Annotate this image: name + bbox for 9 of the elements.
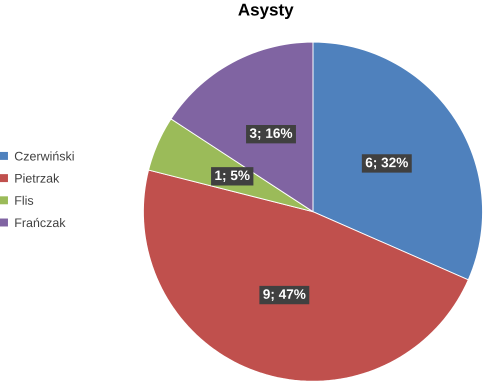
data-label: 1; 5% [215,170,250,182]
legend-label: Frańczak [15,218,66,228]
data-label: 3; 16% [250,128,292,140]
data-label: 9; 47% [263,289,306,302]
legend-label: Flis [15,196,34,206]
legend-label: Czerwiński [14,151,74,161]
chart-title: Asysty [238,4,294,20]
legend-label: Pietrzak [15,174,60,183]
data-label: 6; 32% [366,158,408,170]
